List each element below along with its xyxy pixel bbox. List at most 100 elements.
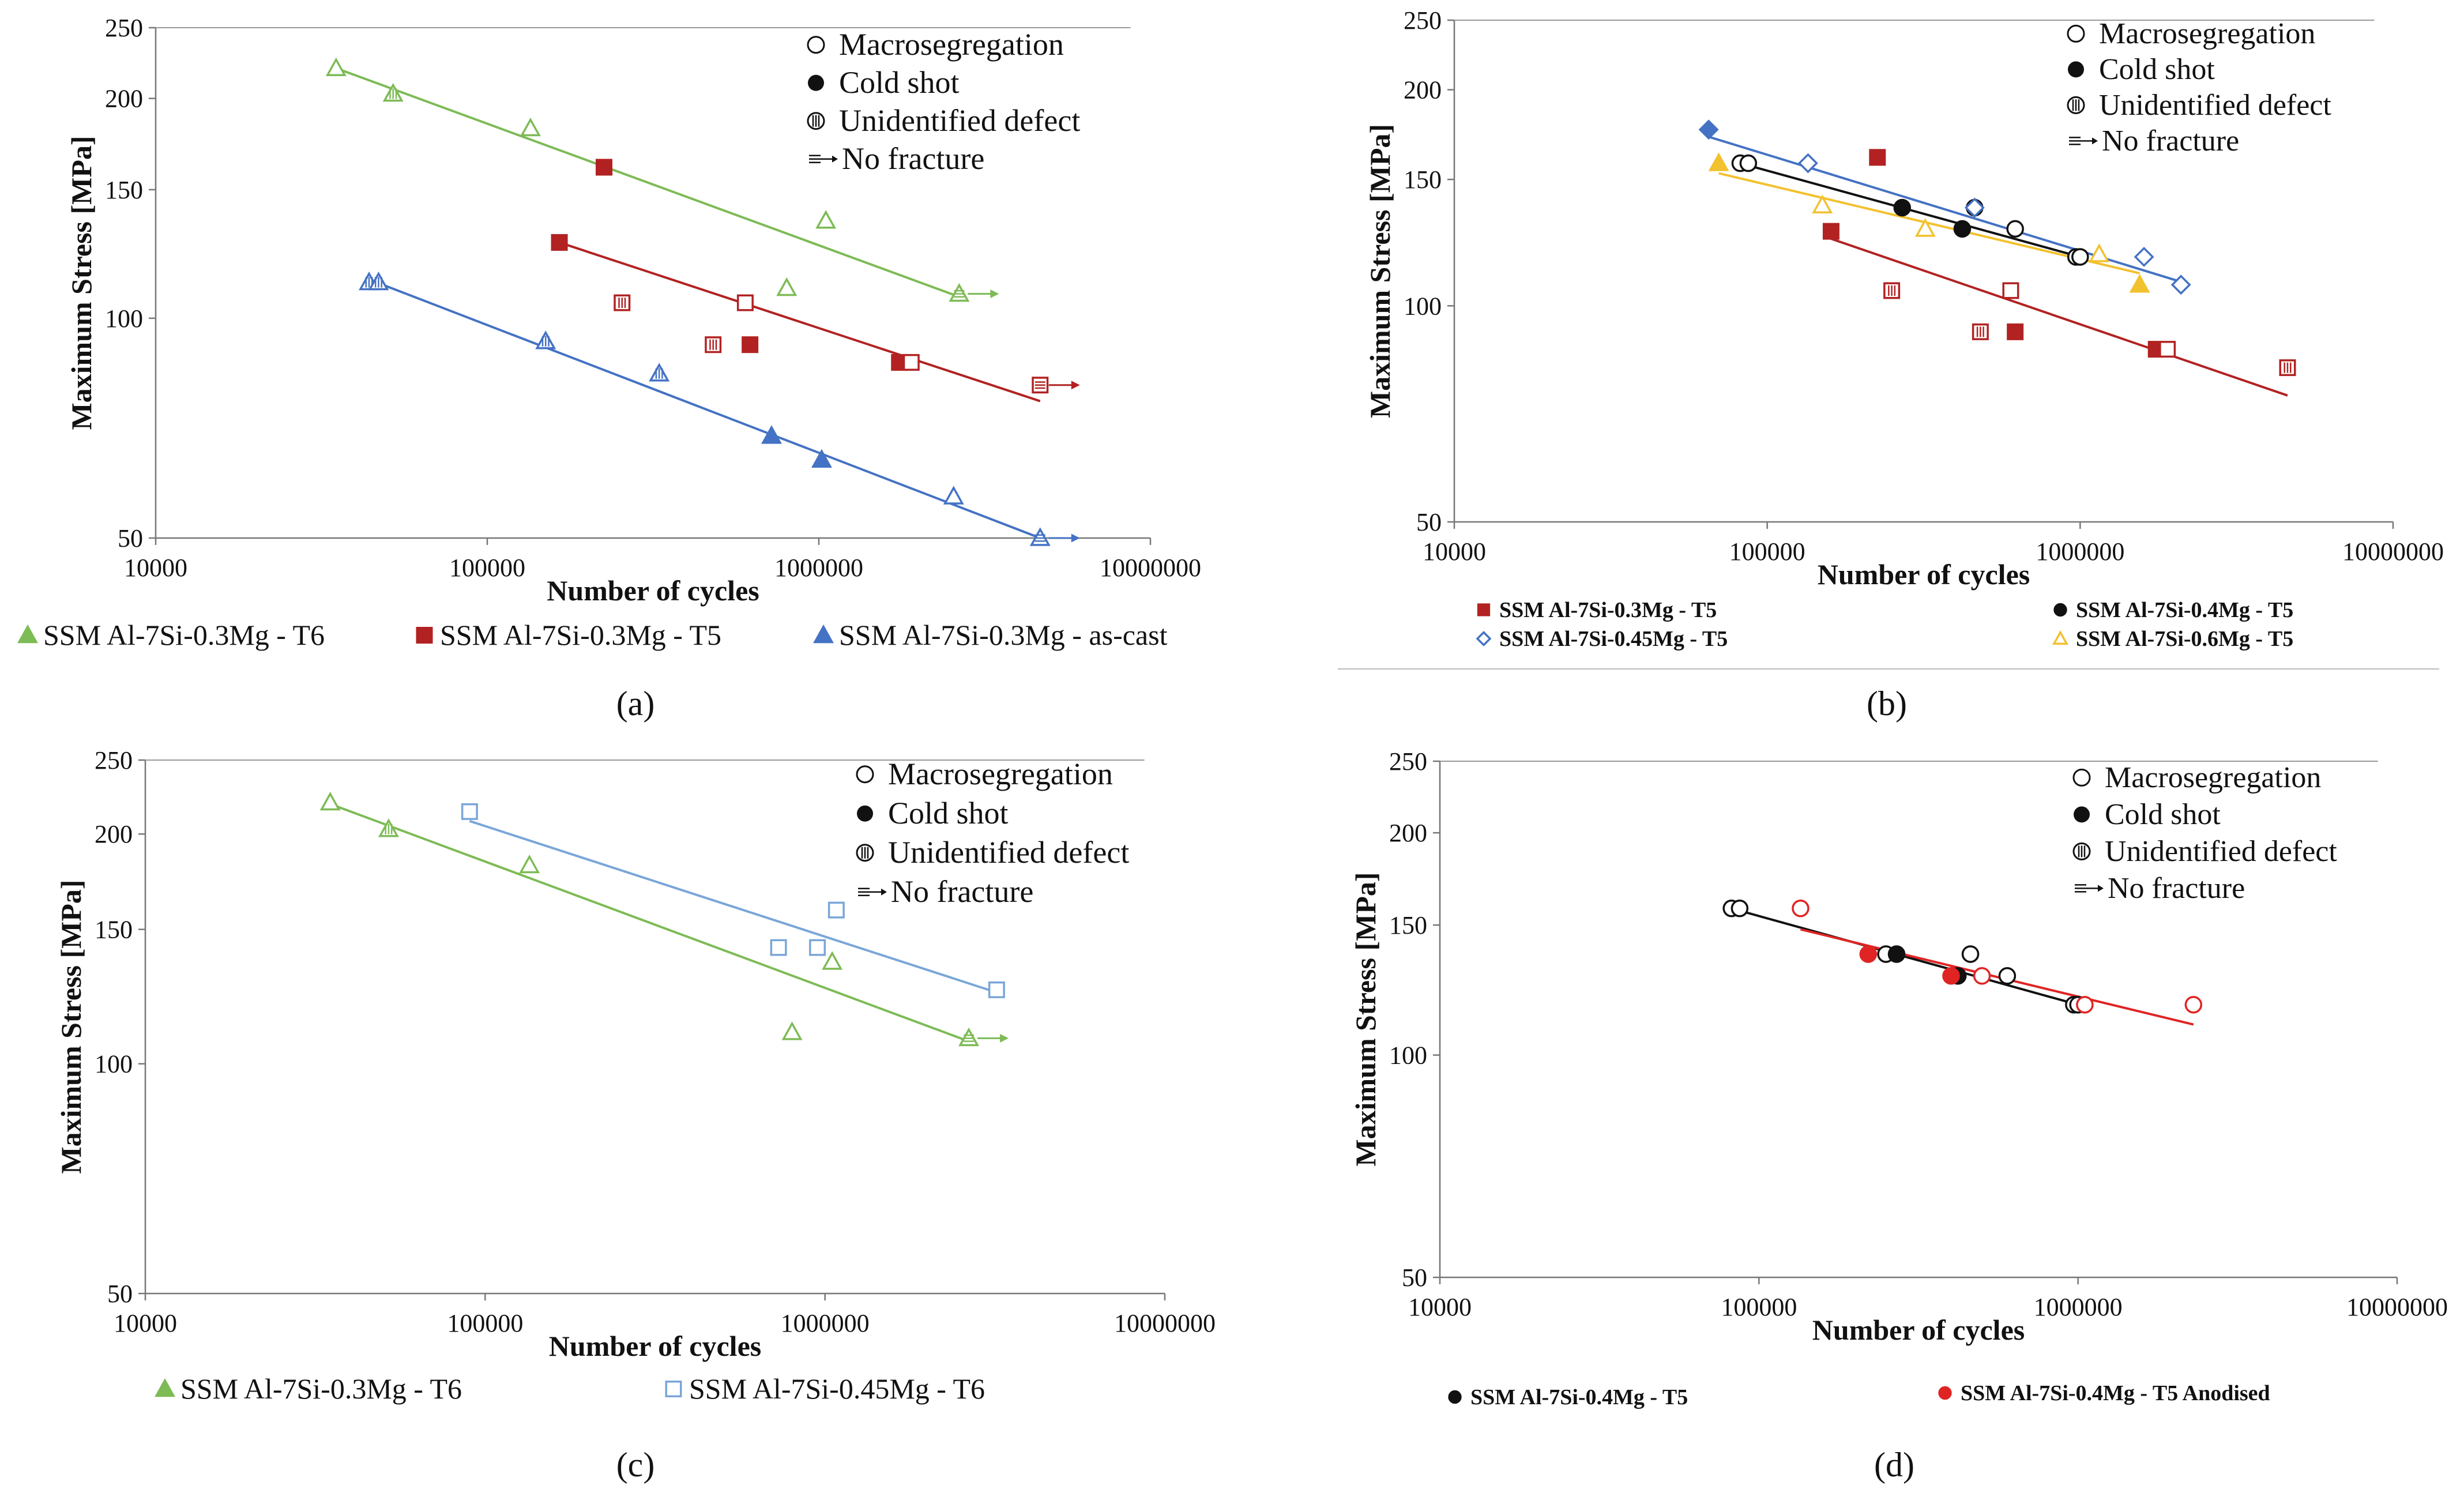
- data-point: [1812, 194, 1833, 213]
- data-point: [461, 803, 478, 820]
- y-tick-label: 150: [105, 176, 143, 204]
- panel-label: (d): [1874, 1446, 1914, 1484]
- legend-cold-shot-icon: [808, 74, 824, 91]
- y-tick-label: 250: [105, 14, 143, 42]
- legend-label: Macrosegregation: [839, 27, 1064, 62]
- series-legend-marker: [155, 1378, 175, 1397]
- data-point: [1698, 119, 1719, 140]
- data-point: [815, 210, 837, 229]
- series-legend-marker: [665, 1381, 682, 1397]
- series-legend-marker: [1476, 630, 1492, 646]
- series-legend-label: SSM Al-7Si-0.4Mg - T5: [1470, 1385, 1688, 1409]
- y-tick-label: 250: [1389, 747, 1427, 776]
- x-axis-label: Number of cycles: [547, 574, 759, 607]
- legend-label: No fracture: [842, 141, 984, 176]
- fit-line: [469, 819, 997, 994]
- x-axis-label: Number of cycles: [1812, 1314, 2025, 1346]
- data-point: [319, 791, 341, 811]
- legend-label: Unidentified defect: [839, 103, 1080, 138]
- data-point: [1731, 899, 1749, 918]
- x-tick-label: 1000000: [2034, 1293, 2123, 1321]
- data-point: [596, 159, 613, 176]
- series-legend-marker: [2053, 603, 2067, 617]
- series-legend-label: SSM Al-7Si-0.3Mg - T5: [1499, 598, 1717, 622]
- data-point: [325, 57, 347, 77]
- fit-line: [1708, 136, 2181, 283]
- legend-macrosegregation-icon: [856, 765, 874, 784]
- legend-label: Unidentified defect: [2099, 89, 2331, 122]
- x-tick-label: 1000000: [2036, 537, 2124, 566]
- panel-label: (c): [616, 1446, 655, 1484]
- data-point: [2071, 248, 2089, 266]
- y-tick-label: 50: [1416, 508, 1442, 536]
- data-point: [1887, 945, 1906, 963]
- y-tick-label: 150: [1389, 911, 1427, 939]
- data-point: [1961, 945, 1980, 963]
- fit-line: [336, 67, 960, 298]
- legend-cold-shot-icon: [857, 805, 873, 822]
- y-tick-label: 200: [1404, 76, 1442, 104]
- data-point: [1973, 967, 1991, 985]
- data-point: [736, 294, 754, 311]
- panel-label: (b): [1867, 685, 1907, 723]
- data-point: [742, 336, 759, 354]
- data-point: [1914, 218, 1936, 237]
- legend-cold-shot-icon: [2068, 61, 2084, 78]
- chart-b: 50 100 150 200 250 10000 100000 1000000 10000000…: [1364, 6, 2444, 651]
- series-legend-label: SSM Al-7Si-0.3Mg - as-cast: [839, 619, 1168, 651]
- data-point: [1998, 967, 2017, 985]
- x-tick-label: 100000: [1721, 1293, 1797, 1321]
- data-point: [809, 939, 826, 956]
- y-tick-label: 100: [1404, 292, 1442, 320]
- series-legend-marker: [416, 627, 433, 644]
- legend-label: Macrosegregation: [2105, 761, 2321, 794]
- legend-arrow-head: [2098, 885, 2104, 892]
- data-point: [1942, 967, 1960, 985]
- legend-label: No fracture: [2108, 872, 2245, 905]
- data-point: [988, 981, 1005, 998]
- x-tick-label: 10000000: [2346, 1293, 2448, 1321]
- data-point: [949, 283, 970, 302]
- legend-label: No fracture: [891, 874, 1033, 909]
- legend-cold-shot-icon: [2074, 806, 2090, 823]
- fit-line: [1830, 238, 2288, 397]
- y-tick-label: 50: [1402, 1264, 1427, 1292]
- data-point: [2089, 243, 2110, 262]
- data-point: [1893, 198, 1912, 217]
- y-tick-label: 250: [95, 746, 133, 774]
- series-legend-marker: [813, 624, 834, 644]
- y-tick-label: 200: [1389, 819, 1427, 847]
- data-point: [2170, 275, 2191, 295]
- y-axis-label: Maximum Stress [MPa]: [55, 879, 87, 1174]
- legend-arrow-head: [881, 888, 887, 896]
- chart-a: 50 100 150 200 250 10000 100000 1000000 10000000…: [17, 14, 1201, 651]
- legend-label: Cold shot: [2105, 798, 2221, 831]
- series-legend-label: SSM Al-7Si-0.45Mg - T5: [1499, 627, 1728, 651]
- series-legend-label: SSM Al-7Si-0.3Mg - T5: [440, 619, 721, 651]
- data-point: [1032, 377, 1049, 394]
- legend-label: Unidentified defect: [2105, 835, 2337, 868]
- data-point: [1859, 945, 1878, 963]
- y-axis-label: Maximum Stress [MPa]: [1364, 124, 1396, 418]
- data-point: [822, 951, 843, 970]
- data-point: [2076, 995, 2094, 1014]
- data-point: [1822, 223, 1839, 240]
- data-point: [2007, 323, 2024, 340]
- x-tick-label: 1000000: [774, 554, 863, 582]
- series-legend-marker: [2052, 630, 2068, 645]
- data-point: [943, 486, 964, 505]
- x-tick-label: 10000000: [2342, 537, 2444, 566]
- data-point: [520, 117, 541, 137]
- fit-line: [559, 241, 1041, 403]
- panel-label: (a): [616, 685, 655, 723]
- series-legend-marker: [1448, 1390, 1462, 1404]
- y-tick-label: 100: [95, 1050, 133, 1078]
- data-point: [811, 449, 832, 468]
- data-point: [902, 354, 920, 371]
- data-point: [761, 425, 782, 444]
- x-tick-label: 100000: [1729, 537, 1805, 566]
- data-point: [776, 277, 797, 296]
- data-point: [1029, 527, 1051, 546]
- legend-arrow-head: [832, 155, 838, 163]
- x-tick-label: 10000: [124, 554, 187, 582]
